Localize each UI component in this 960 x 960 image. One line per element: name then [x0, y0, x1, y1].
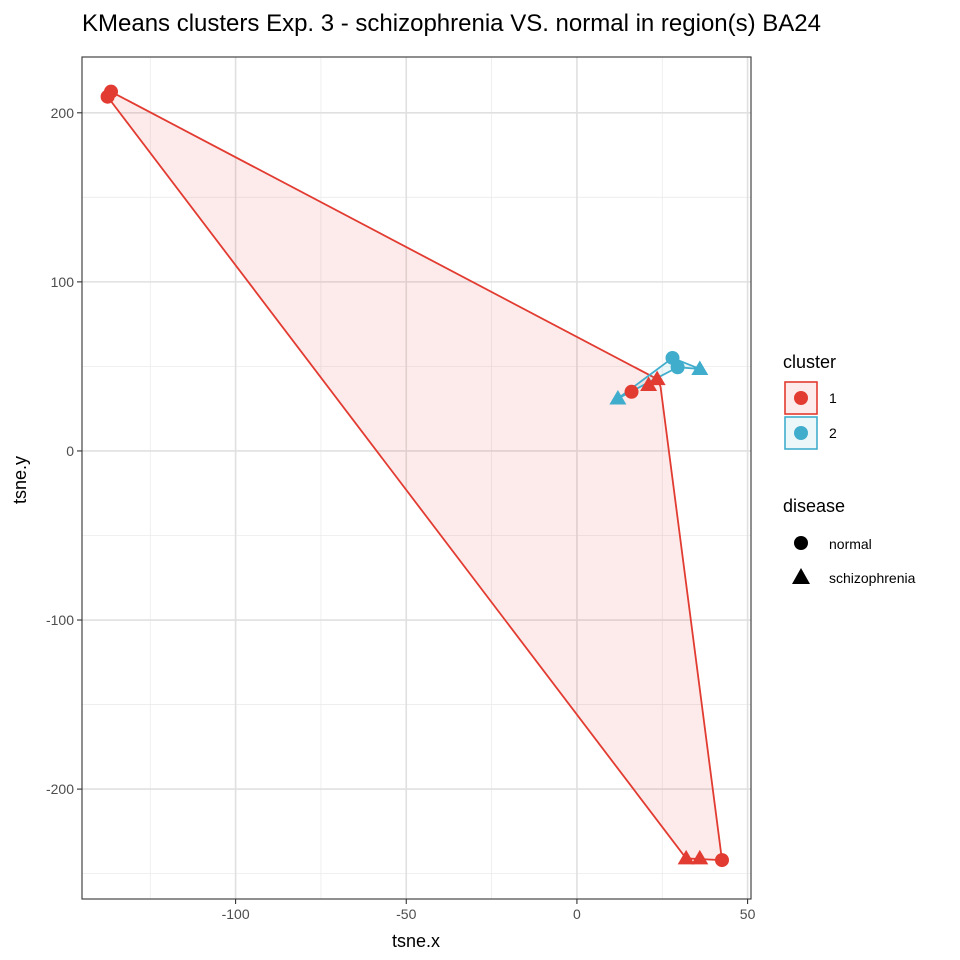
y-axis-title: tsne.y [10, 456, 30, 504]
legend-key-triangle [792, 568, 810, 584]
point-cluster-2-schizophrenia [609, 390, 627, 405]
legend-disease-item-schizophrenia: schizophrenia [792, 568, 916, 586]
y-tick-label: 0 [66, 443, 74, 459]
legend-disease-item-normal: normal [794, 536, 872, 552]
y-tick-label: -200 [46, 781, 74, 797]
legend-cluster-item-1: 1 [784, 381, 837, 415]
point-cluster-1-schizophrenia [640, 376, 658, 392]
legend: cluster 1 2 disease normal schizophrenia [783, 352, 916, 586]
plot-border [81, 56, 752, 900]
data-points [100, 84, 729, 868]
point-cluster-1-normal [714, 853, 729, 868]
legend-disease-label-normal: normal [829, 536, 872, 552]
legend-key-point-1 [794, 391, 808, 405]
point-cluster-2-normal [670, 360, 685, 375]
x-tick-label: -100 [222, 906, 250, 922]
grid-major [82, 57, 751, 899]
y-axis: -200 -100 0 100 200 [46, 105, 82, 797]
legend-key-point-2 [794, 426, 808, 440]
y-tick-label: 200 [51, 105, 75, 121]
point-cluster-1-schizophrenia [691, 849, 709, 865]
legend-cluster-label-2: 2 [829, 425, 837, 441]
legend-disease-title: disease [783, 496, 845, 516]
grid-minor [82, 57, 751, 899]
x-axis-title: tsne.x [392, 931, 440, 951]
legend-cluster: cluster 1 2 [783, 352, 837, 450]
y-tick-label: 100 [51, 274, 75, 290]
legend-key-circle [794, 536, 808, 550]
legend-cluster-title: cluster [783, 352, 836, 372]
point-cluster-1-normal [624, 384, 639, 399]
point-cluster-1-normal [100, 89, 115, 104]
point-cluster-2-schizophrenia [691, 360, 709, 375]
x-tick-label: -50 [396, 906, 416, 922]
y-tick-label: -100 [46, 612, 74, 628]
chart-title: KMeans clusters Exp. 3 - schizophrenia V… [82, 10, 821, 37]
x-tick-label: 50 [740, 906, 756, 922]
point-cluster-1-schizophrenia [677, 849, 695, 865]
legend-disease-label-schizophrenia: schizophrenia [829, 570, 916, 586]
point-cluster-1-schizophrenia [648, 370, 666, 386]
plot-panel [81, 56, 752, 900]
legend-cluster-label-1: 1 [829, 390, 837, 406]
x-axis: -100 -50 0 50 [222, 899, 756, 922]
x-tick-label: 0 [573, 906, 581, 922]
legend-cluster-item-2: 2 [784, 416, 837, 450]
legend-disease: disease normal schizophrenia [783, 496, 916, 586]
